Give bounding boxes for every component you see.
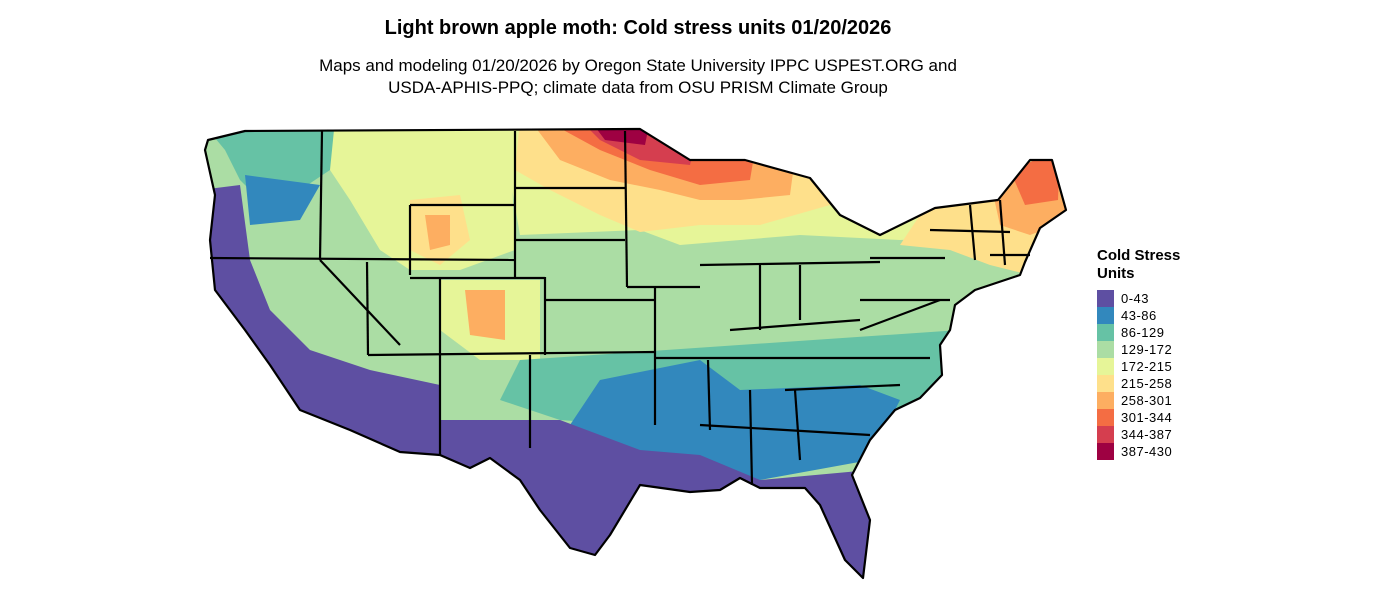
- legend-item: 0-43: [1097, 290, 1207, 307]
- cold-stress-zones: [205, 129, 1066, 578]
- legend-label: 0-43: [1121, 291, 1150, 306]
- legend-swatch: [1097, 307, 1114, 324]
- legend-swatch: [1097, 358, 1114, 375]
- legend-title-line-1: Cold Stress: [1097, 247, 1181, 264]
- legend-item: 129-172: [1097, 341, 1207, 358]
- legend-item: 43-86: [1097, 307, 1207, 324]
- legend-label: 258-301: [1121, 393, 1173, 408]
- legend-label: 129-172: [1121, 342, 1173, 357]
- map-title: Light brown apple moth: Cold stress unit…: [384, 17, 892, 39]
- legend: Cold Stress Units 0-43 43-86 86-129 129-172…: [1097, 247, 1207, 460]
- legend-swatch: [1097, 443, 1114, 460]
- legend-label: 172-215: [1121, 359, 1173, 374]
- legend-item: 172-215: [1097, 358, 1207, 375]
- legend-swatch: [1097, 426, 1114, 443]
- legend-swatch: [1097, 392, 1114, 409]
- legend-label: 215-258: [1121, 376, 1173, 391]
- legend-item: 86-129: [1097, 324, 1207, 341]
- legend-label: 387-430: [1121, 444, 1173, 459]
- map-subtitle: Maps and modeling 01/20/2026 by Oregon S…: [0, 55, 1276, 99]
- legend-list: 0-43 43-86 86-129 129-172 172-215 215-258 258-…: [1097, 290, 1207, 460]
- legend-swatch: [1097, 375, 1114, 392]
- legend-item: 387-430: [1097, 443, 1207, 460]
- legend-item: 344-387: [1097, 426, 1207, 443]
- legend-label: 43-86: [1121, 308, 1157, 323]
- legend-label: 301-344: [1121, 410, 1173, 425]
- legend-swatch: [1097, 324, 1114, 341]
- legend-item: 215-258: [1097, 375, 1207, 392]
- legend-swatch: [1097, 341, 1114, 358]
- legend-label: 344-387: [1121, 427, 1173, 442]
- legend-label: 86-129: [1121, 325, 1165, 340]
- legend-swatch: [1097, 409, 1114, 426]
- legend-item: 258-301: [1097, 392, 1207, 409]
- subtitle-line-2: USDA-APHIS-PPQ; climate data from OSU PR…: [388, 78, 888, 97]
- legend-item: 301-344: [1097, 409, 1207, 426]
- legend-title: Cold Stress Units: [1097, 247, 1207, 283]
- subtitle-line-1: Maps and modeling 01/20/2026 by Oregon S…: [319, 56, 957, 75]
- state-borders: [203, 127, 1068, 580]
- legend-swatch: [1097, 290, 1114, 307]
- legend-title-line-2: Units: [1097, 265, 1135, 282]
